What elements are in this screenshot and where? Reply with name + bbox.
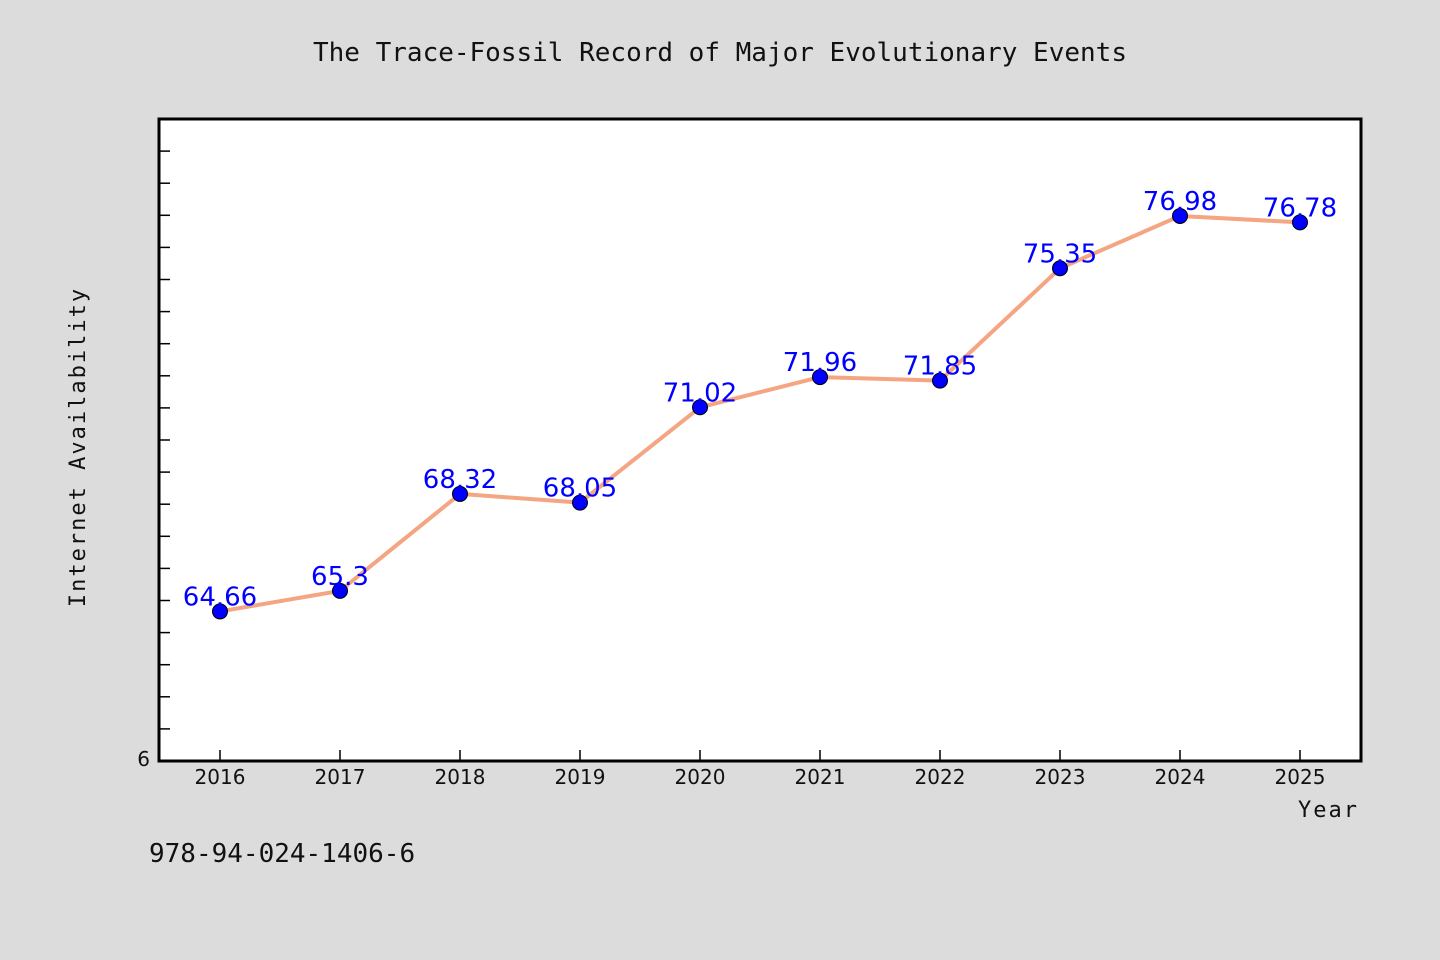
data-point (332, 582, 348, 599)
data-point (1172, 207, 1188, 224)
data-label: 68.05 (543, 474, 617, 504)
data-point (812, 369, 828, 386)
data-point (212, 603, 228, 620)
y-axis-tick-labels: 6 (137, 747, 150, 771)
data-labels: 64.66 65.3 68.32 68.05 71.02 71.96 71.85 75.35 7… (183, 187, 1337, 612)
x-axis-tick-labels: 2016 2017 2018 2019 2020 2021 2022 2023 2024 2025 (195, 765, 1326, 789)
chart-title: The Trace-Fossil Record of Major Evoluti… (313, 38, 1127, 68)
x-axis-ticks (219, 750, 1301, 761)
data-label: 75.35 (1023, 239, 1097, 269)
x-tick-label: 2020 (675, 765, 726, 789)
data-point (692, 399, 708, 416)
data-point (452, 485, 468, 502)
data-point (1052, 260, 1068, 277)
data-point (1292, 214, 1308, 231)
x-tick-label: 2018 (435, 765, 486, 789)
data-point (572, 494, 588, 511)
x-tick-label: 2022 (915, 765, 966, 789)
x-tick-label: 2021 (795, 765, 846, 789)
x-tick-label: 2016 (195, 765, 246, 789)
x-tick-label: 2023 (1035, 765, 1086, 789)
data-label: 65.3 (311, 562, 369, 592)
data-label: 76.78 (1263, 193, 1337, 223)
data-label: 71.96 (783, 348, 857, 378)
data-label: 76.98 (1143, 187, 1217, 217)
x-tick-label: 2024 (1155, 765, 1206, 789)
y-axis-label: Internet Availability (66, 287, 91, 607)
data-label: 71.02 (663, 378, 737, 408)
data-label: 64.66 (183, 582, 257, 612)
data-label: 71.85 (903, 352, 977, 382)
data-point (932, 372, 948, 389)
data-markers (212, 207, 1308, 620)
x-tick-label: 2017 (315, 765, 366, 789)
x-tick-label: 2025 (1275, 765, 1326, 789)
series-line (219, 213, 1301, 614)
x-axis-label: Year (1298, 798, 1359, 823)
y-axis-ticks (158, 150, 170, 730)
y-tick-label: 6 (137, 747, 150, 771)
data-label: 68.32 (423, 465, 497, 495)
footer-code: 978-94-024-1406-6 (149, 839, 415, 869)
x-tick-label: 2019 (555, 765, 606, 789)
